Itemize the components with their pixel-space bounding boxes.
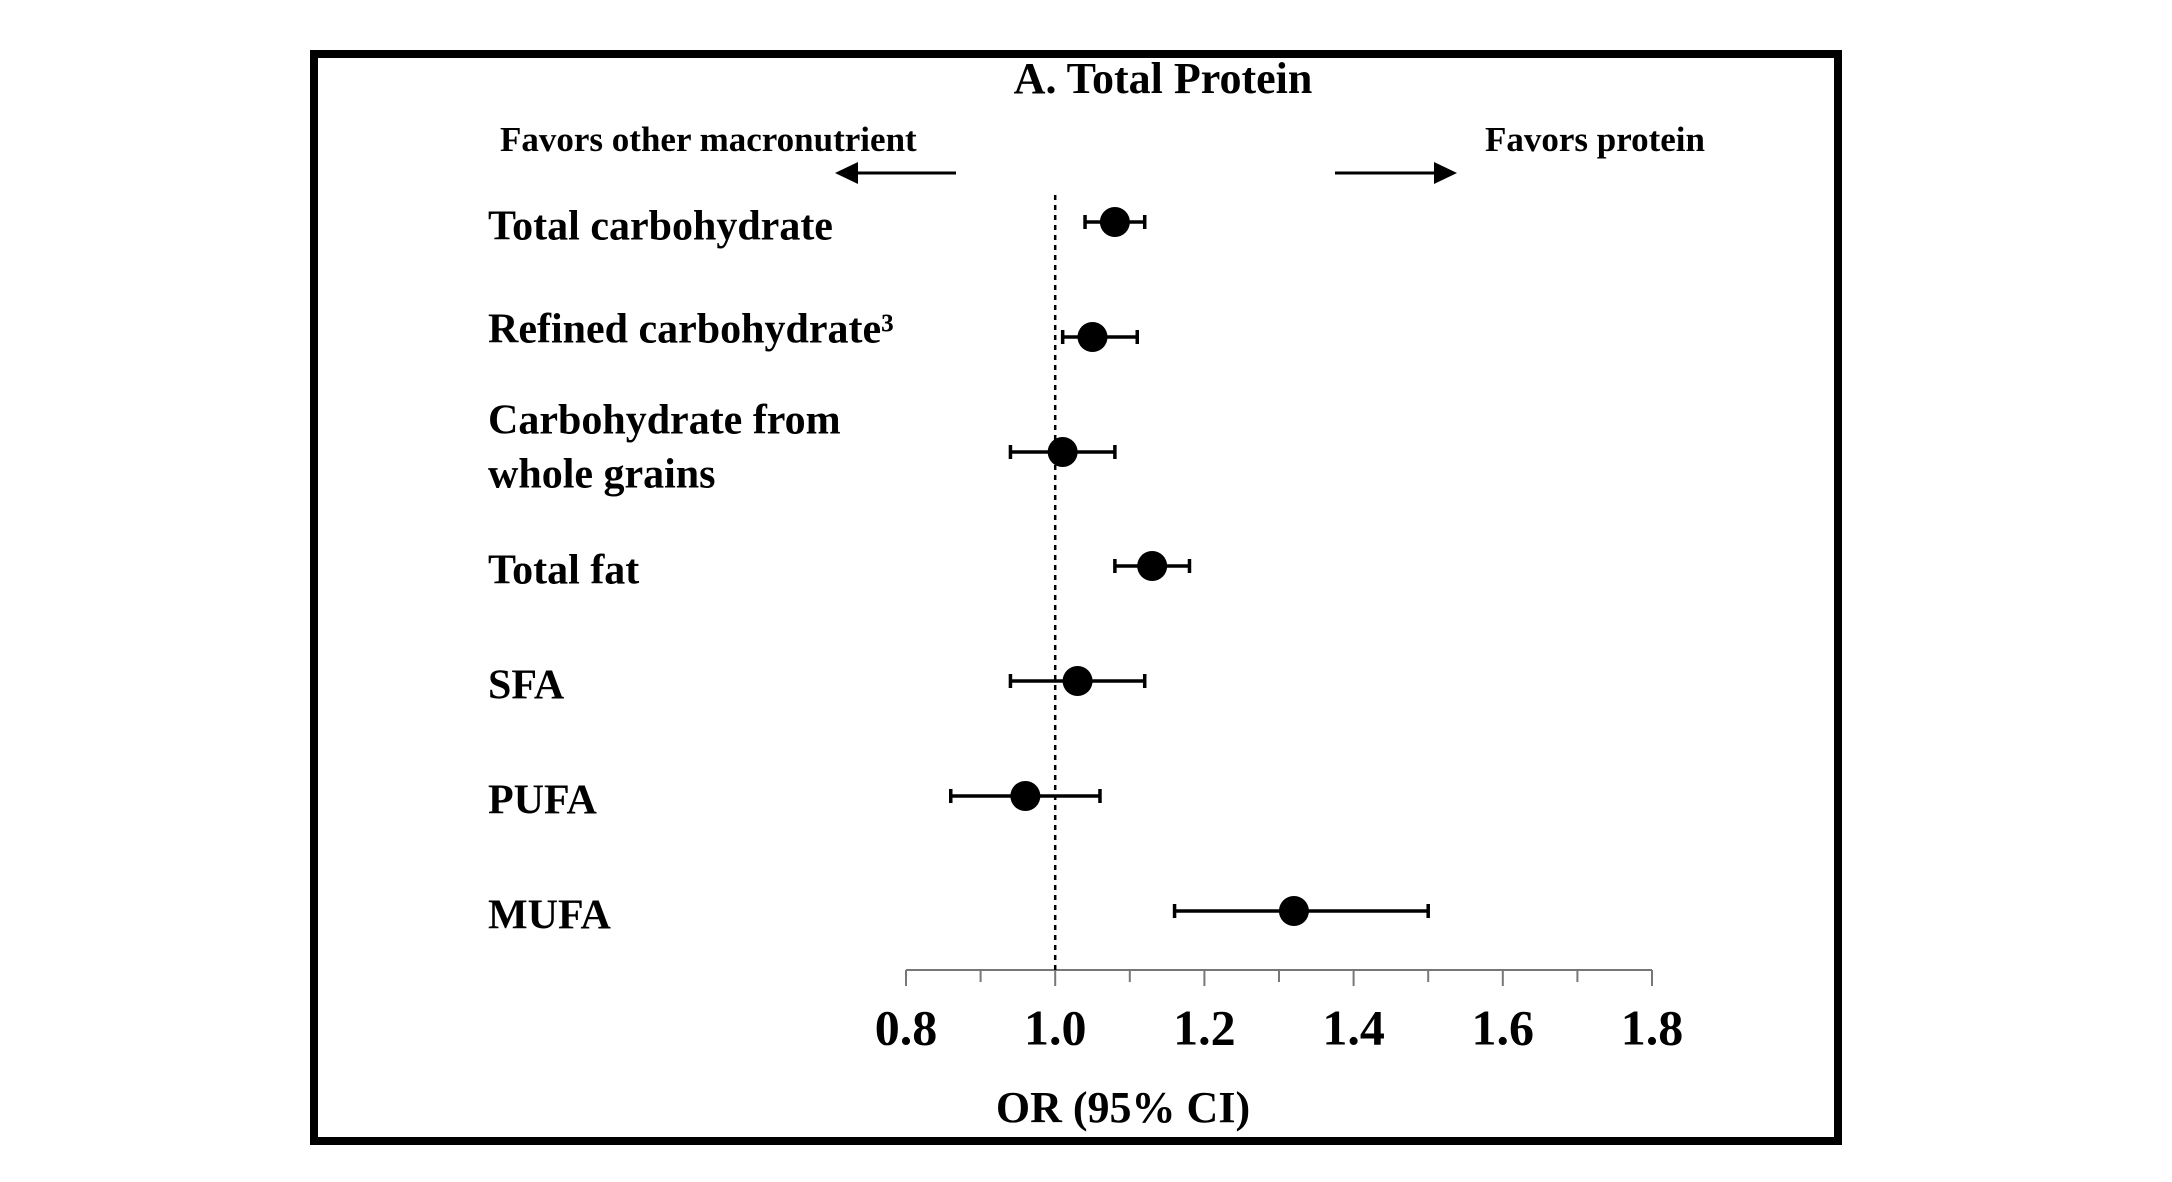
point-estimate xyxy=(1047,437,1078,467)
point-estimate xyxy=(1062,666,1093,696)
category-label: whole grains xyxy=(488,452,716,498)
x-tick-label: 1.4 xyxy=(1322,999,1385,1055)
arrow-head xyxy=(1434,162,1457,184)
point-estimate xyxy=(1099,207,1130,237)
annotation: Favors protein xyxy=(1485,120,1705,159)
category-label: PUFA xyxy=(488,778,598,824)
x-tick-label: 1.8 xyxy=(1621,999,1684,1055)
point-estimate xyxy=(1137,551,1168,581)
x-tick-label: 0.8 xyxy=(875,999,938,1055)
category-label: Total fat xyxy=(488,548,639,594)
category-label: Refined carbohydrate³ xyxy=(488,307,894,353)
point-estimate xyxy=(1010,781,1041,811)
x-tick-label: 1.0 xyxy=(1024,999,1087,1055)
frame xyxy=(310,50,1842,1145)
x-tick-label: 1.6 xyxy=(1472,999,1535,1055)
point-estimate xyxy=(1077,322,1108,352)
x-tick-label: 1.2 xyxy=(1173,999,1236,1055)
category-label: SFA xyxy=(488,663,565,709)
annotation: Favors other macronutrient xyxy=(500,120,917,159)
point-estimate xyxy=(1278,896,1309,926)
category-label: MUFA xyxy=(488,893,612,939)
chart-title: A. Total Protein xyxy=(1014,54,1313,103)
category-label: Total carbohydrate xyxy=(488,204,833,250)
arrow-head xyxy=(835,162,858,184)
category-label: Carbohydrate from xyxy=(488,398,841,444)
x-axis-label: OR (95% CI) xyxy=(996,1083,1250,1132)
